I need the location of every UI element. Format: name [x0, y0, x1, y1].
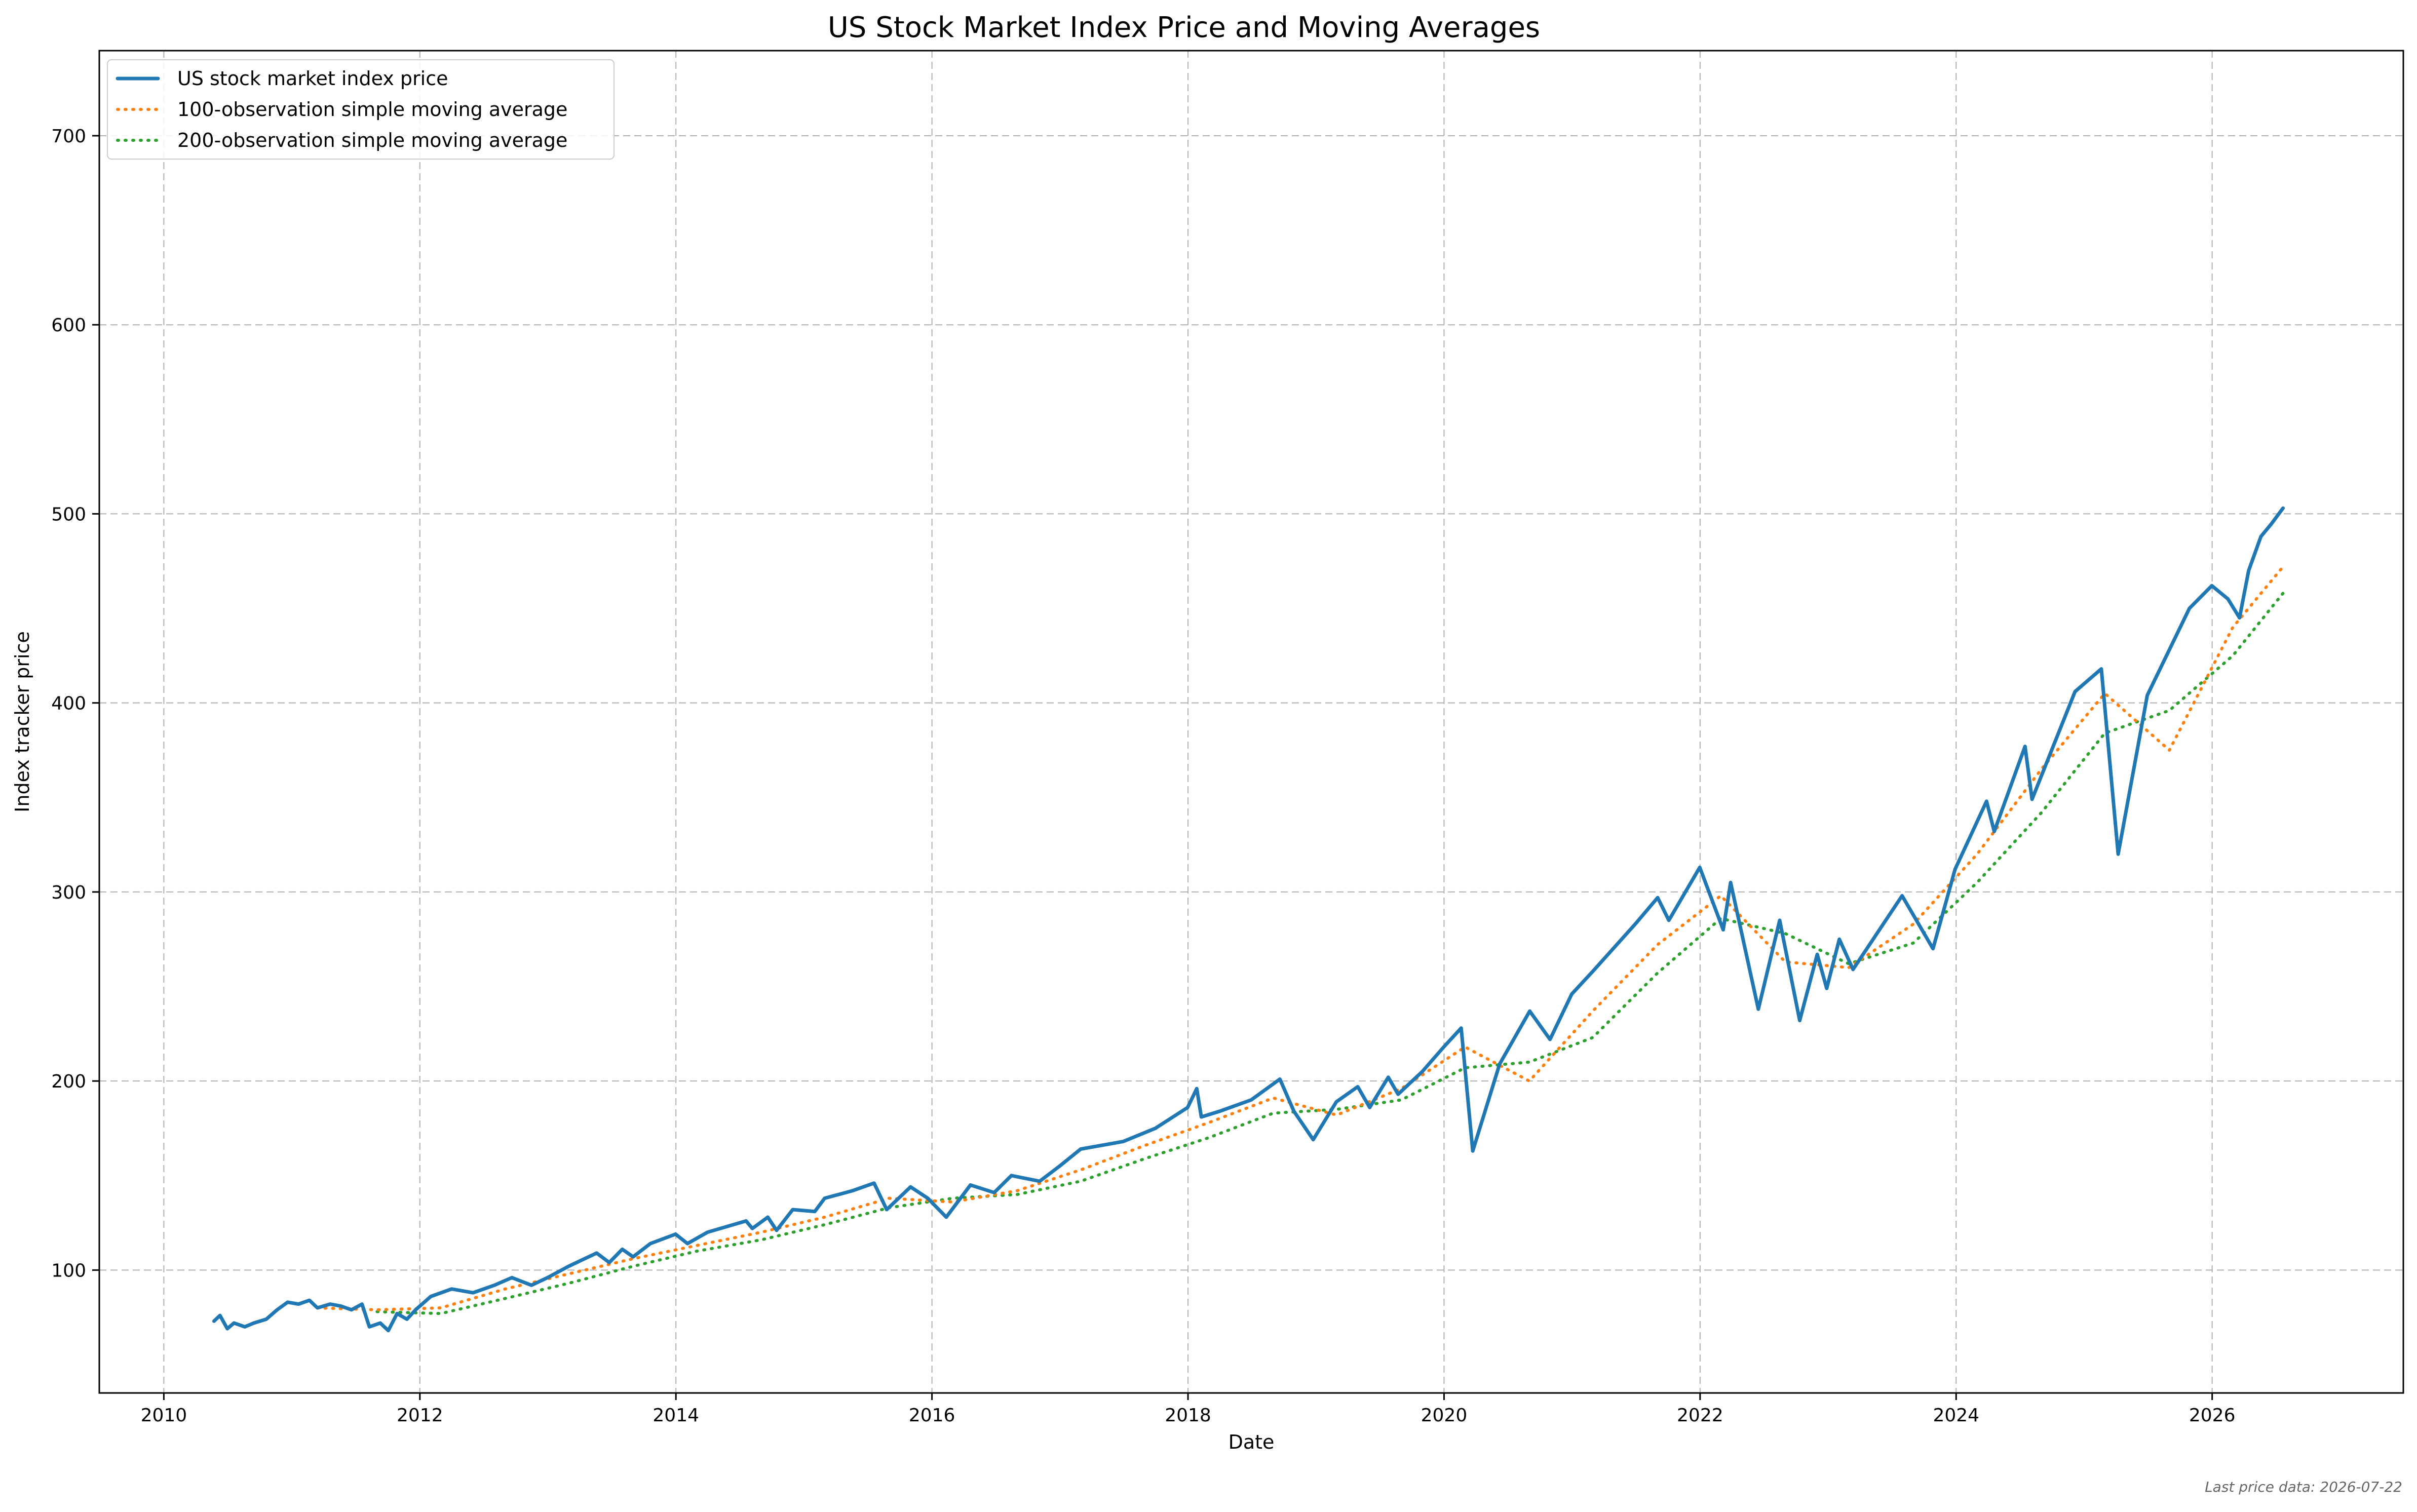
- y-axis-ticks: 100 200 300 400 500 600 700: [51, 126, 99, 1281]
- legend-label: 200-observation simple moving average: [177, 129, 567, 151]
- x-tick-label: 2010: [141, 1405, 187, 1426]
- legend-label: US stock market index price: [177, 67, 448, 90]
- x-tick-label: 2016: [909, 1405, 955, 1426]
- chart-title: US Stock Market Index Price and Moving A…: [828, 11, 1540, 44]
- x-tick-label: 2014: [653, 1405, 699, 1426]
- x-tick-label: 2018: [1165, 1405, 1211, 1426]
- x-axis-ticks: 2010 2012 2014 2016 2018 2020 2022 2024 2026: [141, 1393, 2236, 1426]
- series-layer: [212, 506, 2285, 1333]
- x-axis-label: Date: [1229, 1431, 1275, 1453]
- y-axis-label: Index tracker price: [11, 631, 33, 812]
- footnote: Last price data: 2026-07-22: [2205, 1479, 2402, 1495]
- legend-label: 100-observation simple moving average: [177, 98, 567, 121]
- y-tick-label: 300: [51, 882, 86, 903]
- y-tick-label: 200: [51, 1071, 86, 1092]
- y-tick-label: 400: [51, 693, 86, 714]
- x-tick-label: 2026: [2189, 1405, 2236, 1426]
- x-tick-label: 2024: [1933, 1405, 1979, 1426]
- legend-box: [107, 59, 615, 160]
- series-line-2: [316, 565, 2285, 1311]
- x-tick-label: 2012: [397, 1405, 443, 1426]
- x-tick-label: 2022: [1677, 1405, 1723, 1426]
- legend: US stock market index price 100-observati…: [107, 59, 615, 160]
- series-line-1: [212, 506, 2285, 1333]
- y-tick-label: 700: [51, 126, 86, 147]
- y-tick-label: 100: [51, 1260, 86, 1281]
- x-tick-label: 2020: [1421, 1405, 1468, 1426]
- plot-area-frame: [98, 50, 2404, 1394]
- grid: [99, 51, 2403, 1393]
- series-line-3: [375, 592, 2285, 1315]
- y-tick-label: 600: [51, 315, 86, 336]
- y-tick-label: 500: [51, 504, 86, 525]
